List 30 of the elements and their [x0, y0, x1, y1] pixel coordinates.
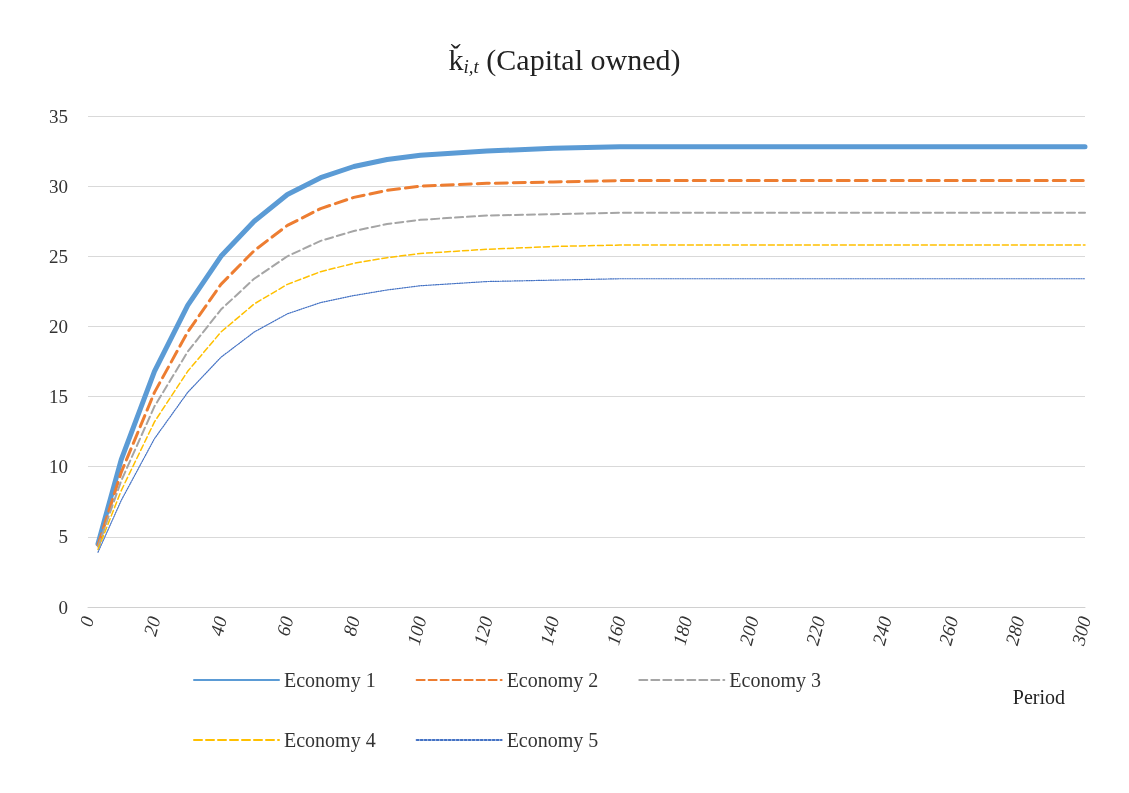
y-tick-label: 30: [49, 175, 68, 197]
x-tick-label: 100: [402, 613, 431, 648]
x-tick-label: 220: [801, 613, 830, 648]
legend-label: Economy 5: [506, 729, 599, 752]
x-axis-title: Period: [1012, 686, 1065, 708]
legend-label: Economy 2: [506, 669, 599, 692]
legend-label: Economy 1: [284, 669, 376, 692]
x-tick-label: 80: [338, 613, 365, 639]
x-tick-label: 280: [1001, 613, 1029, 648]
legend-label: Economy 4: [284, 729, 376, 752]
x-tick-label: 260: [934, 613, 963, 648]
x-tick-label: 120: [469, 613, 498, 648]
y-tick-label: 10: [49, 456, 68, 478]
x-tick-label: 140: [535, 613, 564, 648]
x-tick-label: 40: [205, 613, 232, 639]
y-tick-label: 35: [49, 105, 68, 127]
y-tick-label: 15: [49, 386, 68, 408]
x-tick-label: 0: [75, 613, 99, 629]
x-tick-label: 180: [668, 613, 697, 648]
y-tick-label: 5: [58, 526, 68, 548]
x-tick-label: 240: [868, 613, 896, 648]
x-tick-label: 60: [272, 613, 298, 639]
x-tick-label: 300: [1067, 613, 1096, 649]
y-tick-label: 20: [49, 315, 68, 337]
x-tick-label: 200: [735, 613, 763, 648]
y-tick-label: 25: [49, 245, 68, 267]
legend-label: Economy 3: [729, 669, 821, 692]
x-tick-label: 160: [602, 613, 630, 648]
x-tick-label: 20: [139, 613, 165, 639]
y-tick-label: 0: [58, 596, 68, 618]
